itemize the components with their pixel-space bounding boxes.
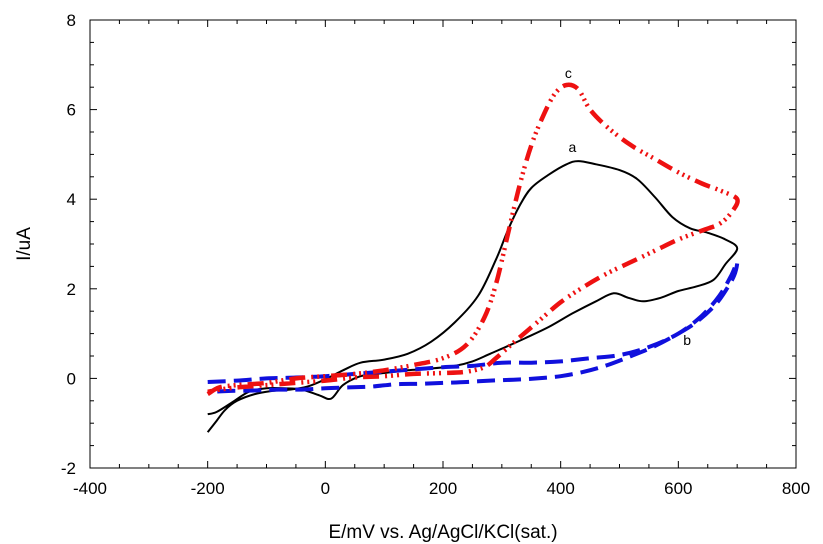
curve-label-b: b	[683, 332, 691, 348]
curve-label-c: c	[565, 65, 572, 81]
y-tick-label: 4	[67, 190, 76, 209]
x-tick-label: 0	[321, 479, 330, 498]
series-line-c	[206, 82, 740, 397]
x-axis-title: E/mV vs. Ag/AgCl/KCl(sat.)	[328, 522, 557, 543]
labels-layer: a b c	[565, 65, 691, 348]
x-tick-label: 600	[664, 479, 692, 498]
x-tick-label: 200	[429, 479, 457, 498]
series-line-b	[207, 259, 740, 394]
x-tick-label: -400	[73, 479, 107, 498]
y-tick-label: 0	[67, 369, 76, 388]
y-axis-title: I/uA	[14, 227, 35, 261]
series-line-a	[206, 160, 739, 433]
y-tick-label: -2	[61, 459, 76, 478]
plot-frame	[89, 19, 797, 469]
series-layer	[206, 82, 740, 433]
curve-label-a: a	[569, 139, 577, 155]
y-tick-label: 2	[67, 280, 76, 299]
y-tick-label: 8	[67, 11, 76, 30]
x-tick-label: 400	[546, 479, 574, 498]
axis-ticks: -400 -200 0 200 400 600 800 -2 0 2 4 6 8	[61, 11, 810, 498]
y-tick-label: 6	[67, 101, 76, 120]
x-tick-label: -200	[191, 479, 225, 498]
x-tick-label: 800	[782, 479, 810, 498]
